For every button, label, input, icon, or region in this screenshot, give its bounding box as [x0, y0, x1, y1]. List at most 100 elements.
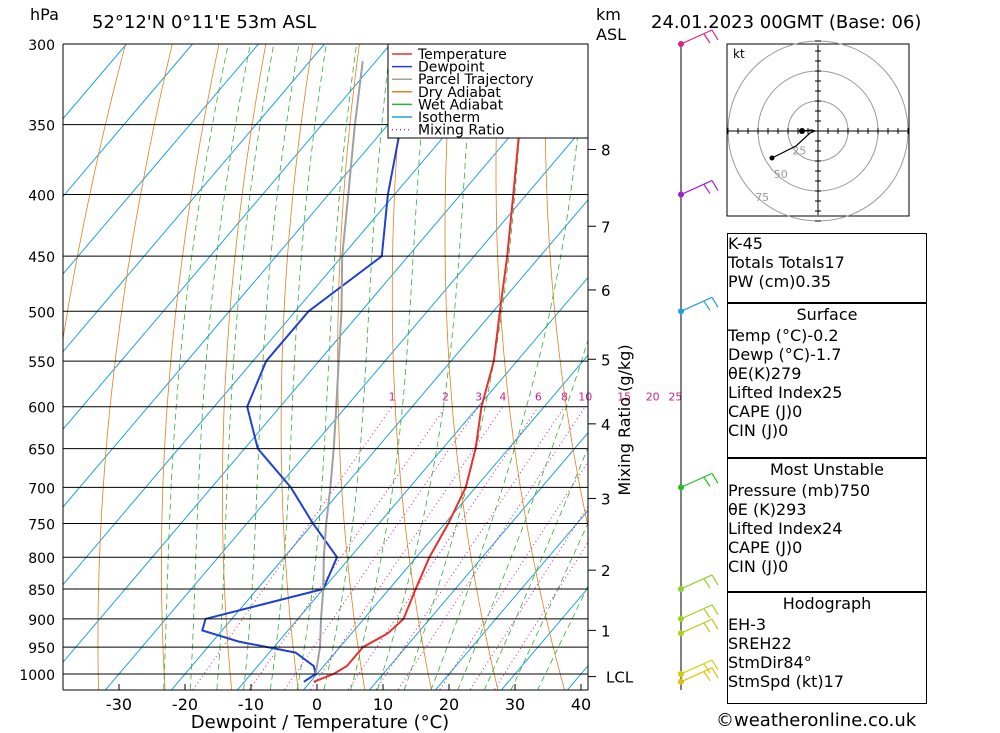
stat-value: 25	[822, 383, 843, 402]
wet-adiabat-line	[216, 44, 275, 690]
stat-value: 279	[770, 364, 802, 383]
mixing-ratio-label: 10	[578, 391, 592, 404]
stat-label: StmDir	[728, 653, 784, 672]
most-unstable-title: Most Unstable	[770, 460, 884, 479]
temperature-tick-label: 30	[505, 695, 525, 714]
stat-label: StmSpd (kt)	[728, 672, 824, 691]
isotherm-line	[63, 44, 457, 508]
pressure-tick-label: 400	[28, 189, 55, 205]
mixing-ratio-label: 2	[442, 391, 449, 404]
stat-label: θE (K)	[728, 500, 776, 519]
mixing-ratio-label: 8	[561, 391, 568, 404]
isotherm-line	[302, 354, 588, 690]
legend-label: Wet Adiabat	[418, 97, 504, 113]
stat-label: θE(K)	[728, 364, 771, 383]
stat-row: PW (cm)0.35	[728, 272, 926, 291]
mixing-ratio-line	[493, 541, 588, 690]
wet-adiabat-line	[296, 44, 358, 690]
stat-row: Pressure (mb)750	[728, 481, 926, 500]
wind-barb-staff	[680, 604, 713, 620]
stat-value: 0	[792, 402, 803, 421]
height-tick-label: 5	[601, 351, 611, 369]
temperature-tick-label: 20	[439, 695, 459, 714]
height-tick-label: LCL	[606, 669, 634, 687]
legend-label: Parcel Trajectory	[418, 72, 534, 88]
mixing-ratio-line	[283, 406, 480, 690]
wind-barb-staff	[680, 29, 713, 45]
legend-label: Dry Adiabat	[418, 85, 501, 101]
stat-row: CIN (J)0	[728, 421, 926, 440]
mixing-ratio-label: 25	[668, 391, 682, 404]
mixing-ratio-label: 15	[617, 391, 631, 404]
dry-adiabat-line	[221, 44, 267, 690]
dry-adiabat-line	[967, 44, 1000, 700]
stat-value: 0	[778, 421, 789, 440]
stat-label: K	[728, 234, 737, 253]
hodograph-ring-label: 25	[792, 144, 806, 157]
legend-label: Temperature	[417, 47, 507, 63]
wet-adiabat-line	[403, 44, 527, 690]
wind-barb-staff	[680, 574, 713, 590]
wind-barb-flag	[711, 604, 719, 616]
stat-row: StmSpd (kt)17	[728, 672, 926, 691]
mixing-ratio-label: 20	[646, 391, 660, 404]
isotherm-line	[63, 44, 523, 586]
isotherm-line	[63, 44, 325, 353]
dry-adiabat-line	[337, 44, 366, 690]
wind-barb-flag	[703, 608, 711, 619]
datetime-label: 24.01.2023 00GMT (Base: 06)	[651, 12, 921, 33]
isotherm-line	[63, 44, 193, 198]
pressure-tick-label: 350	[28, 119, 55, 135]
wet-adiabat-line	[457, 338, 588, 690]
pressure-tick-label: 750	[28, 518, 55, 534]
height-unit-km: km	[596, 5, 621, 24]
wind-barb-staff	[680, 472, 713, 488]
stat-label: CAPE (J)	[728, 402, 793, 421]
dry-adiabat-line	[921, 44, 1000, 700]
wind-barb-flag	[711, 29, 719, 41]
wind-profile	[678, 29, 719, 690]
stat-value: 17	[823, 672, 844, 691]
stat-value: 0.35	[795, 272, 832, 291]
storm-motion-point	[799, 128, 805, 134]
stat-row: EH-3	[728, 615, 926, 634]
height-tick-label: 3	[601, 491, 611, 509]
temperature-tick-label: 10	[373, 695, 393, 714]
stat-value: 750	[839, 481, 871, 500]
pressure-tick-label: 800	[28, 551, 55, 567]
series-parcel-trajectory	[314, 61, 364, 675]
dry-adiabat-line	[97, 44, 173, 690]
pressure-tick-label: 550	[28, 355, 55, 371]
dry-adiabat-line	[160, 44, 220, 690]
mixing-ratio-label: 4	[499, 391, 506, 404]
wind-barb-flag	[711, 296, 719, 308]
stat-row: Lifted Index24	[728, 519, 926, 538]
wet-adiabat-line	[377, 44, 475, 690]
x-axis-label: Dewpoint / Temperature (°C)	[191, 712, 449, 733]
height-tick-label: 1	[601, 622, 611, 640]
stat-value: 0	[792, 538, 803, 557]
mixing-ratio-label: 3	[475, 391, 482, 404]
stat-value: -1.7	[810, 345, 842, 364]
dry-adiabat-line	[544, 44, 588, 529]
wet-adiabat-line	[350, 44, 430, 690]
pressure-axis: 300 350 400 450 500 550 600 650 700 750 800 850 900 9…	[19, 38, 55, 684]
wind-barb-flag	[711, 473, 719, 484]
stat-label: Pressure (mb)	[728, 481, 840, 500]
dry-adiabat-line	[495, 44, 565, 690]
wind-barb-flag	[703, 578, 711, 589]
hodograph-point	[769, 155, 775, 161]
hodograph-ring-label: 50	[774, 168, 788, 181]
dry-adiabat-line	[63, 44, 126, 342]
stat-row: CAPE (J)0	[728, 402, 926, 421]
wind-barb-flag	[703, 663, 711, 674]
mixing-ratio-label: 1	[389, 391, 396, 404]
isotherm-line	[368, 432, 588, 690]
mixing-ratio-line	[375, 406, 565, 690]
wet-adiabat-line	[269, 44, 327, 690]
temperature-tick-label: -10	[238, 695, 264, 714]
temperature-axis: -30 -20 -10 0 10 20 30 40	[106, 684, 591, 714]
isotherm-line	[104, 121, 588, 690]
height-axis: 8 7 6 5 4 3 2 1 LCL	[588, 142, 634, 687]
